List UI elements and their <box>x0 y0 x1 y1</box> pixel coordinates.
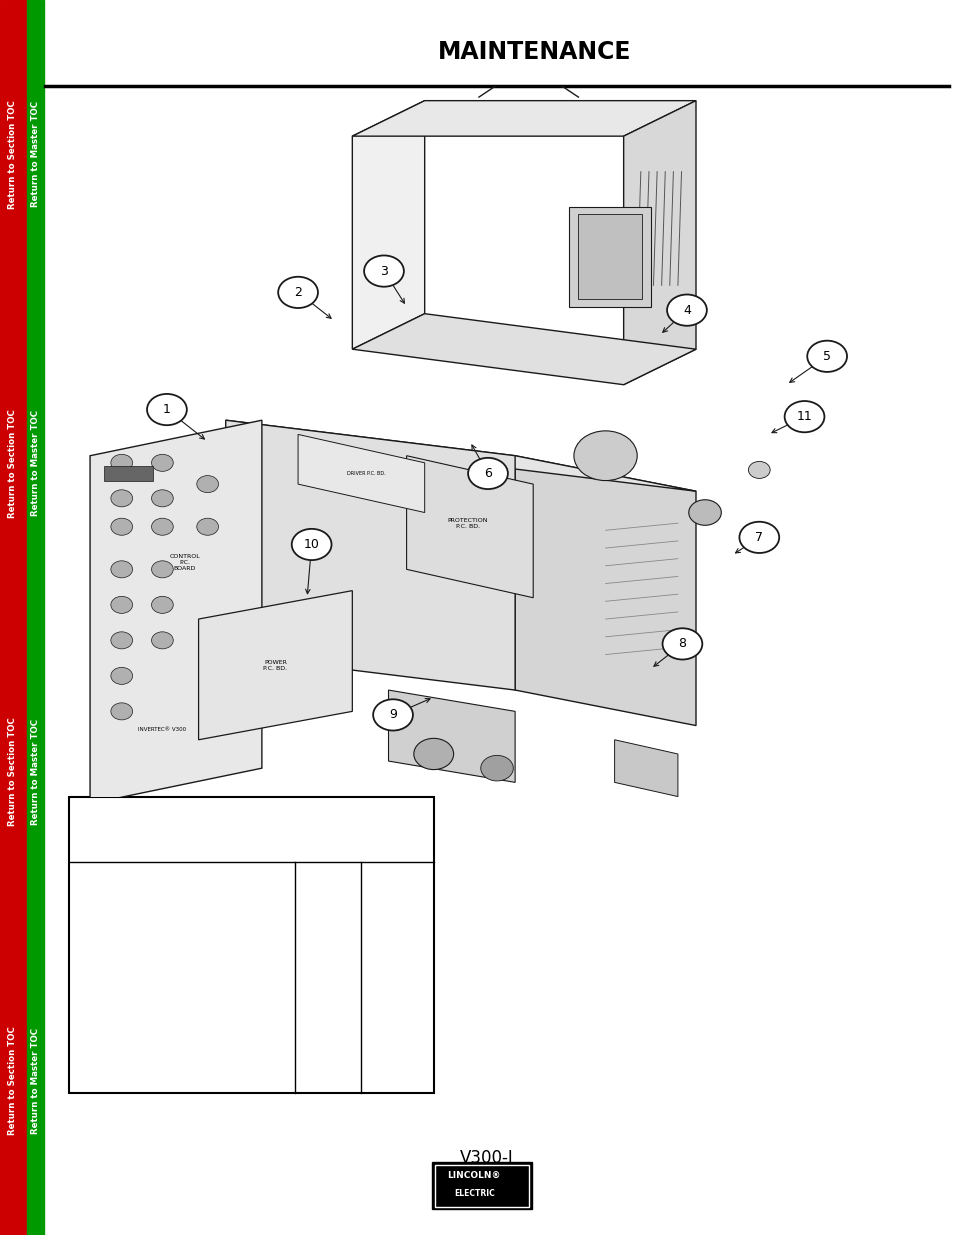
Bar <box>569 207 650 306</box>
Bar <box>27 0 44 1235</box>
Circle shape <box>111 454 132 472</box>
Circle shape <box>373 699 413 731</box>
Polygon shape <box>198 590 352 740</box>
Text: 4: 4 <box>682 304 690 316</box>
Circle shape <box>666 294 706 326</box>
Circle shape <box>152 597 173 614</box>
Circle shape <box>480 756 513 781</box>
Polygon shape <box>406 456 533 598</box>
Circle shape <box>806 341 846 372</box>
Polygon shape <box>352 314 696 385</box>
Text: Return to Master TOC: Return to Master TOC <box>30 101 40 207</box>
Circle shape <box>152 519 173 535</box>
Text: 6: 6 <box>483 467 492 480</box>
Circle shape <box>111 519 132 535</box>
Polygon shape <box>352 101 696 136</box>
Circle shape <box>739 521 779 553</box>
Circle shape <box>414 739 453 769</box>
Circle shape <box>147 394 187 425</box>
Polygon shape <box>623 101 696 385</box>
Text: INVERTEC® V300: INVERTEC® V300 <box>138 726 186 731</box>
Bar <box>104 467 153 480</box>
Text: 3: 3 <box>379 264 388 278</box>
Polygon shape <box>515 456 696 726</box>
Polygon shape <box>226 420 515 690</box>
Polygon shape <box>388 690 515 783</box>
Circle shape <box>574 431 637 480</box>
Text: DRIVER P.C. BD.: DRIVER P.C. BD. <box>346 471 385 475</box>
Circle shape <box>688 500 720 525</box>
Text: MAINTENANCE: MAINTENANCE <box>437 40 630 63</box>
Circle shape <box>278 277 317 308</box>
Circle shape <box>364 256 403 287</box>
Circle shape <box>783 401 823 432</box>
Circle shape <box>152 490 173 506</box>
Polygon shape <box>297 435 424 513</box>
Circle shape <box>748 462 769 478</box>
Circle shape <box>196 519 218 535</box>
Text: PROTECTION
P.C. BD.: PROTECTION P.C. BD. <box>447 517 488 529</box>
Text: 11: 11 <box>796 410 812 424</box>
Circle shape <box>196 475 218 493</box>
Circle shape <box>111 703 132 720</box>
Circle shape <box>292 529 332 561</box>
Polygon shape <box>226 420 696 492</box>
Text: 9: 9 <box>389 709 396 721</box>
Text: 10: 10 <box>303 538 319 551</box>
Text: CONTROL
P.C.
BOARD: CONTROL P.C. BOARD <box>170 555 200 571</box>
Text: 2: 2 <box>294 285 302 299</box>
Text: Return to Section TOC: Return to Section TOC <box>8 409 17 517</box>
Circle shape <box>468 458 507 489</box>
Polygon shape <box>614 740 678 797</box>
Circle shape <box>111 561 132 578</box>
Circle shape <box>111 597 132 614</box>
Text: POWER
P.C. BD.: POWER P.C. BD. <box>263 659 287 671</box>
Circle shape <box>111 490 132 506</box>
Text: Return to Master TOC: Return to Master TOC <box>30 1028 40 1134</box>
Text: Return to Section TOC: Return to Section TOC <box>8 1026 17 1135</box>
Text: 8: 8 <box>678 637 686 651</box>
Circle shape <box>152 454 173 472</box>
Circle shape <box>111 667 132 684</box>
Text: V300-I: V300-I <box>459 1150 513 1167</box>
Bar <box>435 1165 528 1207</box>
Circle shape <box>152 561 173 578</box>
Polygon shape <box>90 420 262 804</box>
Polygon shape <box>352 101 424 350</box>
Text: 1: 1 <box>163 403 171 416</box>
Text: Return to Section TOC: Return to Section TOC <box>8 100 17 209</box>
Text: ELECTRIC: ELECTRIC <box>454 1188 494 1198</box>
Circle shape <box>661 629 701 659</box>
Text: Return to Section TOC: Return to Section TOC <box>8 718 17 826</box>
Bar <box>69 797 434 1093</box>
Bar <box>578 215 641 300</box>
Bar <box>431 1162 531 1209</box>
Text: 7: 7 <box>755 531 762 543</box>
Text: LINCOLN®: LINCOLN® <box>447 1171 500 1181</box>
Circle shape <box>152 632 173 648</box>
Circle shape <box>111 632 132 648</box>
Text: 5: 5 <box>822 350 830 363</box>
Text: Return to Master TOC: Return to Master TOC <box>30 719 40 825</box>
Text: Return to Master TOC: Return to Master TOC <box>30 410 40 516</box>
Bar <box>0 0 27 1235</box>
